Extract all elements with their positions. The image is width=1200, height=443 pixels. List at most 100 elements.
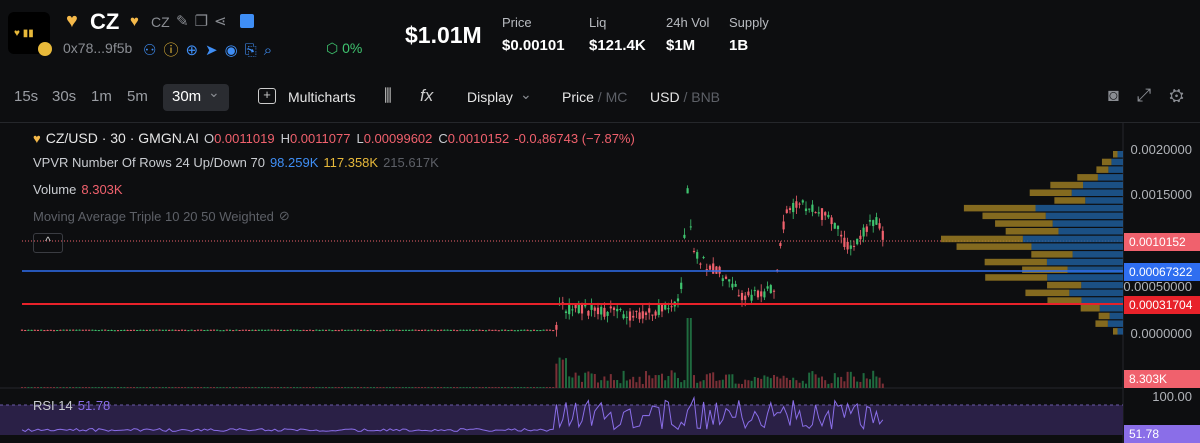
volume-bar bbox=[741, 383, 743, 388]
fx-icon[interactable]: fx bbox=[420, 86, 434, 105]
candle-body bbox=[350, 329, 353, 331]
candle-body bbox=[596, 307, 600, 315]
volume-bar bbox=[421, 387, 423, 388]
interval-button[interactable]: 30m bbox=[172, 88, 202, 105]
red-line-tag: 0.00031704 bbox=[1124, 296, 1200, 314]
collapse-button[interactable]: ^ bbox=[33, 233, 63, 253]
candle-body bbox=[718, 266, 721, 274]
candle-body bbox=[756, 290, 760, 298]
candle-body bbox=[801, 200, 804, 203]
currency-toggle[interactable]: USD / BNB bbox=[650, 89, 720, 105]
candle-body bbox=[427, 330, 430, 332]
candle-body bbox=[27, 329, 30, 331]
volume-bar bbox=[129, 387, 132, 388]
volume-tag: 8.303K bbox=[1124, 370, 1200, 388]
volume-bar bbox=[574, 372, 577, 388]
candle-body bbox=[235, 329, 238, 331]
candle-body bbox=[401, 329, 404, 331]
candle-body bbox=[152, 329, 155, 331]
volume-bar bbox=[257, 387, 260, 388]
candle-body bbox=[203, 330, 206, 332]
candle-body bbox=[84, 329, 88, 331]
candle-body bbox=[78, 329, 81, 331]
candle-body bbox=[180, 329, 184, 331]
volume-bar bbox=[811, 371, 814, 388]
candle-body bbox=[33, 329, 36, 331]
volume-bar bbox=[69, 387, 71, 388]
token-address[interactable]: 0x78...9f5b bbox=[63, 40, 133, 56]
interval-button[interactable]: 15s bbox=[14, 88, 39, 105]
candle-body bbox=[120, 329, 123, 331]
volume-bar bbox=[113, 387, 116, 388]
volume-bar bbox=[795, 380, 798, 388]
stat-value: $1M bbox=[666, 37, 696, 54]
hidden-icon[interactable]: ⊘ bbox=[278, 208, 290, 223]
volume-bar bbox=[485, 387, 487, 388]
indicator-icon[interactable]: ⫼ bbox=[384, 86, 392, 105]
volume-bar bbox=[46, 387, 49, 388]
candle-body bbox=[644, 312, 648, 315]
interval-button[interactable]: 1m bbox=[91, 88, 112, 105]
candle-body bbox=[248, 330, 251, 332]
candle-body bbox=[395, 329, 398, 331]
volume-bar bbox=[462, 387, 465, 388]
ohlc-value: 0.00099602 bbox=[363, 130, 433, 146]
candle-body bbox=[881, 230, 884, 240]
volume-bar bbox=[449, 387, 452, 388]
volume-bar bbox=[424, 387, 427, 388]
candle-body bbox=[852, 245, 856, 247]
candle-body bbox=[376, 330, 379, 332]
volume-bar bbox=[539, 387, 542, 388]
volume-bar bbox=[219, 387, 222, 388]
token-actions[interactable]: ✎❐⋖ bbox=[176, 13, 233, 30]
candle-body bbox=[216, 329, 219, 331]
candle-body bbox=[379, 330, 382, 332]
candle-body bbox=[862, 227, 865, 237]
volume-bar bbox=[625, 380, 628, 388]
verify-icon[interactable] bbox=[240, 14, 254, 28]
volume-bar bbox=[433, 387, 436, 388]
rsi-legend: RSI 14 51.78 bbox=[33, 398, 110, 413]
candle-body bbox=[68, 329, 72, 331]
volume-bar bbox=[737, 383, 740, 388]
vpvr-total: 215.617K bbox=[383, 155, 439, 170]
volume-bar bbox=[251, 387, 254, 388]
blue-line-tag: 0.00067322 bbox=[1124, 263, 1200, 281]
candle-body bbox=[344, 329, 347, 331]
candle-body bbox=[369, 329, 372, 331]
volume-bar bbox=[760, 378, 763, 388]
volume-bar bbox=[382, 387, 385, 388]
candle-body bbox=[612, 307, 616, 311]
vpvr-row-down bbox=[940, 235, 1023, 243]
price-mode-toggle[interactable]: Price / MC bbox=[562, 89, 627, 105]
candle-body bbox=[753, 290, 756, 292]
candle-body bbox=[36, 329, 40, 331]
social-icons[interactable]: ⚇ⓘ⊕➤◉⎘⌕ bbox=[143, 42, 280, 59]
interval-button[interactable]: 5m bbox=[127, 88, 148, 105]
candle-body bbox=[385, 329, 388, 331]
multicharts-button[interactable]: Multicharts bbox=[288, 89, 356, 105]
volume-bar bbox=[120, 387, 123, 388]
candle-body bbox=[568, 303, 571, 315]
interval-button[interactable]: 30s bbox=[52, 88, 77, 105]
vpvr-row-up bbox=[1035, 204, 1123, 212]
candle-body bbox=[798, 203, 801, 205]
vpvr-row-up bbox=[1099, 305, 1123, 312]
rsi-value: 51.78 bbox=[77, 398, 111, 413]
toolbar-right-icons[interactable]: ◙⤢⚙ bbox=[1108, 85, 1200, 105]
candle-body bbox=[142, 329, 145, 331]
volume-bar bbox=[395, 387, 398, 388]
vpvr-row-down bbox=[1080, 305, 1100, 312]
volume-bar bbox=[827, 383, 830, 388]
candle-body bbox=[872, 220, 875, 227]
vpvr-row-down bbox=[1098, 312, 1110, 320]
candle-body bbox=[529, 330, 532, 332]
display-button[interactable]: Display bbox=[467, 89, 513, 105]
candle-body bbox=[628, 311, 632, 321]
candle-body bbox=[782, 221, 785, 230]
candle-body bbox=[337, 330, 340, 332]
chevron: ⌄ bbox=[520, 86, 532, 102]
candle-body bbox=[657, 304, 660, 315]
candle-body bbox=[680, 282, 683, 289]
vpvr-row-down bbox=[963, 204, 1036, 212]
